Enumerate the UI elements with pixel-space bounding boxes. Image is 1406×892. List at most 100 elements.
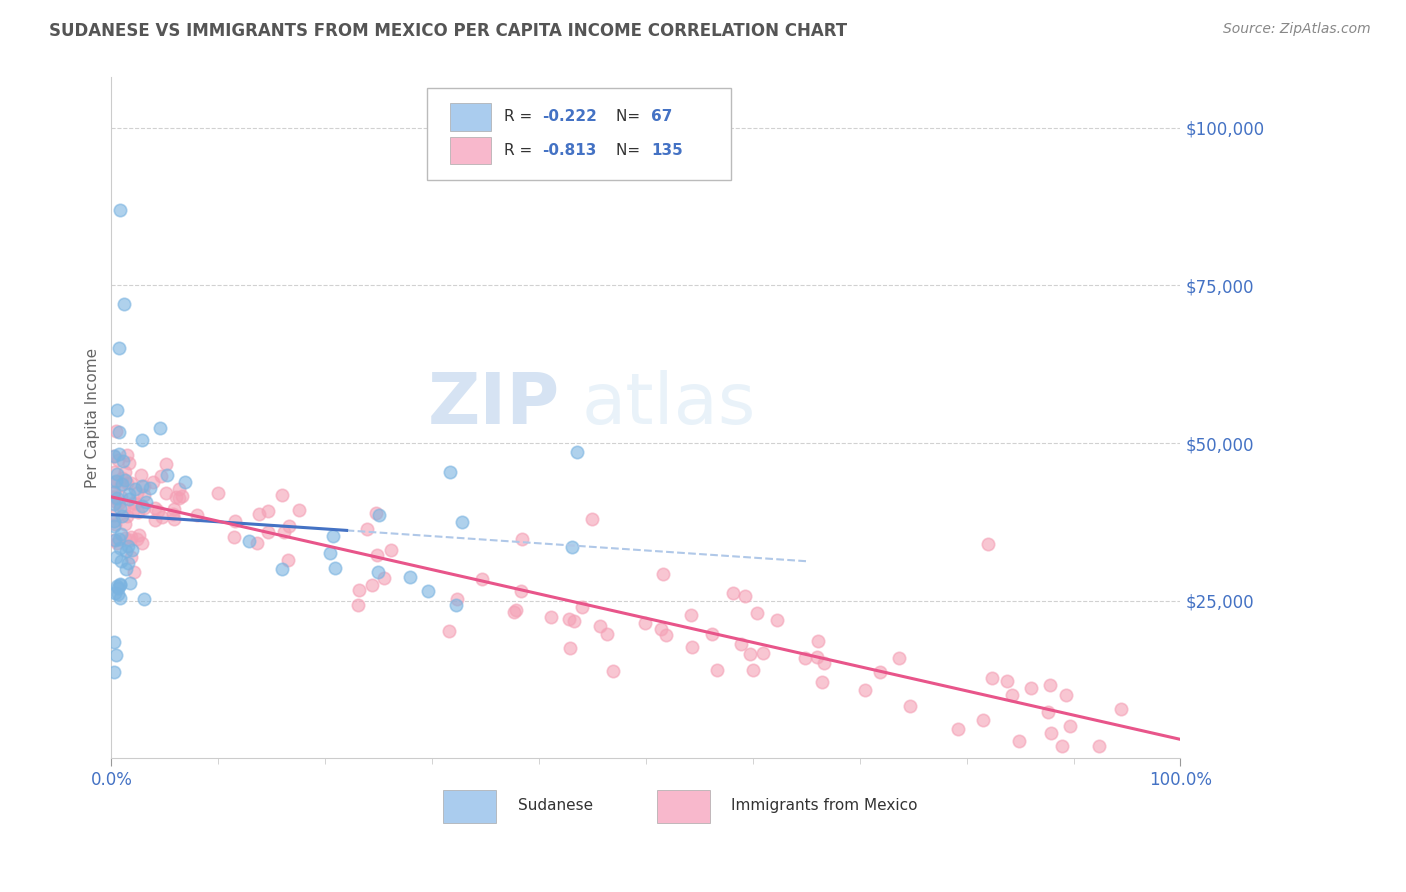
Text: 135: 135 [651, 143, 683, 158]
Point [679, 608, 702, 623]
Point [174, 475, 197, 490]
Point [650, 622, 672, 636]
Point [103, 498, 125, 512]
Point [103, 533, 125, 547]
Point [380, 543, 402, 558]
Point [451, 516, 474, 530]
Point [112, 297, 135, 311]
Point [398, 570, 420, 584]
Point [1036, 705, 1059, 719]
Point [108, 591, 131, 606]
Point [134, 592, 156, 607]
Point [368, 508, 391, 522]
Point [103, 515, 125, 529]
Point [122, 565, 145, 579]
Bar [450, 103, 491, 130]
Point [118, 487, 141, 501]
Text: -0.813: -0.813 [543, 143, 596, 158]
Point [114, 465, 136, 479]
Point [869, 665, 891, 680]
Point [103, 478, 125, 492]
Text: R =: R = [503, 143, 537, 158]
Point [107, 587, 129, 601]
Point [105, 648, 128, 662]
Point [1039, 726, 1062, 740]
Point [681, 640, 703, 654]
Point [105, 579, 128, 593]
Point [117, 540, 139, 554]
Point [503, 605, 526, 619]
Point [108, 496, 131, 510]
Bar [450, 136, 491, 164]
Point [418, 583, 440, 598]
Point [766, 613, 789, 627]
Point [270, 488, 292, 502]
FancyBboxPatch shape [427, 87, 731, 179]
Point [446, 591, 468, 606]
Point [104, 550, 127, 565]
Point [738, 647, 761, 661]
Point [110, 554, 132, 568]
Point [634, 616, 657, 631]
Point [794, 651, 817, 665]
Point [121, 504, 143, 518]
Point [813, 657, 835, 671]
Point [444, 598, 467, 612]
Point [121, 542, 143, 557]
Text: N=: N= [616, 110, 645, 124]
Point [108, 342, 131, 356]
Text: Source: ZipAtlas.com: Source: ZipAtlas.com [1223, 22, 1371, 37]
Point [108, 447, 131, 461]
Point [142, 475, 165, 490]
Point [562, 614, 585, 628]
Point [247, 508, 270, 522]
Point [104, 585, 127, 599]
Point [107, 536, 129, 550]
Point [115, 509, 138, 524]
Point [115, 476, 138, 491]
Text: SUDANESE VS IMMIGRANTS FROM MEXICO PER CAPITA INCOME CORRELATION CHART: SUDANESE VS IMMIGRANTS FROM MEXICO PER C… [49, 22, 848, 40]
Point [571, 599, 593, 614]
Point [288, 503, 311, 517]
Point [702, 627, 724, 641]
Point [1088, 739, 1111, 753]
Bar [657, 790, 710, 823]
Point [734, 589, 756, 603]
Text: N=: N= [616, 143, 645, 158]
Point [118, 533, 141, 547]
Point [108, 541, 131, 556]
Point [110, 477, 132, 491]
Point [163, 502, 186, 516]
Point [111, 509, 134, 524]
Point [117, 557, 139, 571]
Point [246, 535, 269, 549]
Point [742, 663, 765, 677]
Point [1019, 681, 1042, 696]
Point [995, 674, 1018, 689]
Point [540, 609, 562, 624]
Point [186, 508, 208, 522]
Point [132, 488, 155, 502]
Point [1001, 689, 1024, 703]
Point [806, 650, 828, 665]
Point [510, 533, 533, 547]
Point [588, 619, 610, 633]
Point [558, 612, 581, 626]
Point [108, 425, 131, 440]
Point [110, 476, 132, 491]
Point [356, 522, 378, 536]
Point [145, 513, 167, 527]
Point [104, 475, 127, 489]
Point [103, 665, 125, 679]
Point [124, 482, 146, 496]
Point [108, 500, 131, 515]
Point [105, 424, 128, 438]
Point [107, 582, 129, 596]
Point [471, 573, 494, 587]
Point [165, 490, 187, 504]
Point [946, 722, 969, 736]
Point [155, 486, 177, 500]
Point [148, 504, 170, 518]
Text: ZIP: ZIP [429, 369, 561, 439]
Point [131, 433, 153, 447]
